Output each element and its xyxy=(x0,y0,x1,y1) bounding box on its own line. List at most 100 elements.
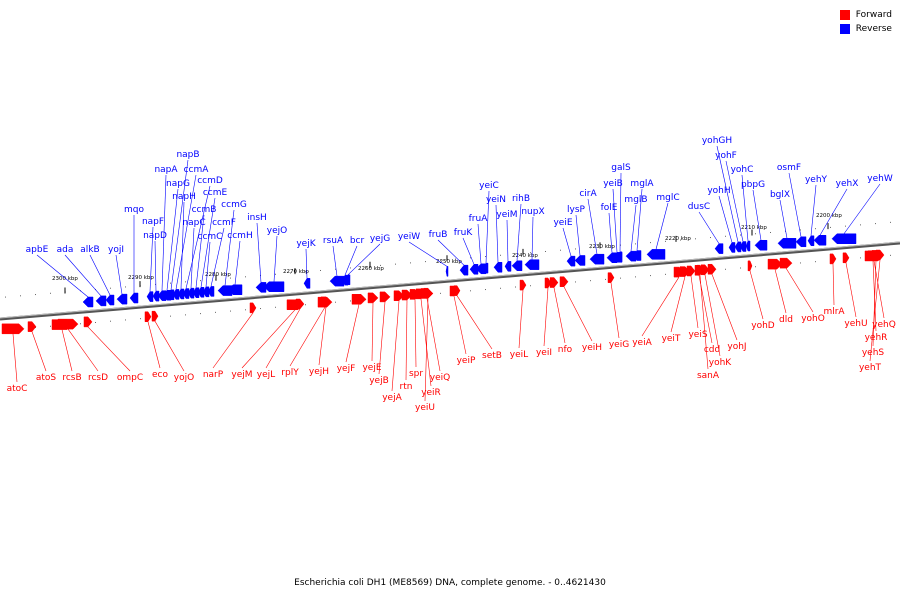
gene-leader-yejF xyxy=(345,304,360,363)
ruler-dot xyxy=(20,295,21,297)
gene-arrow-rtn xyxy=(401,289,413,301)
legend-forward: Forward xyxy=(839,8,892,22)
gene-leader-ccmG xyxy=(224,209,235,286)
gene-label-napH: napH xyxy=(172,192,196,202)
gene-label-napG: napG xyxy=(166,179,190,189)
ruler-dot xyxy=(230,277,231,279)
gene-leader-napF xyxy=(149,226,154,292)
gene-label-yehT: yehT xyxy=(859,363,882,373)
gene-arrow-ada xyxy=(95,295,107,307)
ruler-dot xyxy=(830,226,831,228)
gene-leader-yeiB xyxy=(612,188,618,253)
ruler-dot xyxy=(95,321,96,323)
gene-leader-yohC xyxy=(741,174,749,242)
gene-label-spr: spr xyxy=(409,369,423,379)
gene-label-folE: folE xyxy=(601,203,618,213)
gene-leader-narP xyxy=(212,312,254,369)
gene-arrow-yeiH xyxy=(559,276,569,287)
gene-arrow-ompC xyxy=(83,316,93,328)
gene-label-eco: eco xyxy=(152,370,168,380)
ruler-dot xyxy=(800,229,801,231)
gene-leader-yohF xyxy=(725,160,744,242)
gene-label-yejO: yejO xyxy=(267,226,287,236)
gene-arrow-ccmC xyxy=(202,286,210,298)
gene-leader-pbpG xyxy=(752,189,762,241)
gene-leader-yejB xyxy=(378,301,386,375)
gene-arrow-insH xyxy=(255,282,267,293)
gene-label-yejH: yejH xyxy=(309,367,329,377)
gene-label-yeiM: yeiM xyxy=(496,210,517,220)
ruler-dot xyxy=(275,273,276,275)
gene-leader-yejE xyxy=(371,302,374,362)
ruler-dot xyxy=(305,304,306,306)
ruler-dot xyxy=(170,282,171,284)
ruler-dot xyxy=(320,269,321,271)
gene-leader-mglC xyxy=(655,202,669,250)
ruler-dot xyxy=(350,300,351,302)
gene-arrow-yehW xyxy=(831,233,857,244)
ruler-dot xyxy=(875,223,876,225)
ruler-dot xyxy=(200,313,201,315)
gene-label-yohD: yohD xyxy=(751,321,775,331)
gene-label-rihB: rihB xyxy=(512,194,530,204)
gene-leader-napA xyxy=(161,174,167,291)
gene-leader-rsuA xyxy=(332,245,338,277)
gene-label-napD: napD xyxy=(143,231,167,241)
gene-leader-yeiQ xyxy=(426,298,441,372)
gene-label-ccmD: ccmD xyxy=(197,176,223,186)
gene-leader-yeiL xyxy=(518,290,524,349)
gene-leader-rihB xyxy=(516,203,522,261)
gene-arrow-yeiM xyxy=(504,261,512,272)
ruler-dot xyxy=(530,252,531,254)
gene-leader-yeiE xyxy=(562,227,572,257)
gene-leader-yejG xyxy=(347,243,381,275)
ruler-dot xyxy=(590,247,591,249)
ruler-dot xyxy=(515,286,516,288)
gene-leader-napB xyxy=(170,159,189,290)
gene-leader-yeiM xyxy=(506,219,509,262)
gene-arrow-dld xyxy=(767,258,783,270)
ruler-dot xyxy=(245,276,246,278)
gene-leader-ada xyxy=(64,254,102,297)
tick-label: 2230 kbp xyxy=(589,244,615,250)
gene-label-fruB: fruB xyxy=(429,230,448,240)
ruler-dot xyxy=(755,266,756,268)
gene-leader-yejL xyxy=(265,308,301,369)
gene-leader-mglB xyxy=(630,204,637,252)
tick-label: 2200 kbp xyxy=(816,213,842,219)
gene-leader-ompC xyxy=(87,326,131,372)
tick-label: 2240 kbp xyxy=(512,253,538,259)
ruler-dot xyxy=(125,286,126,288)
gene-leader-nfo xyxy=(553,287,566,344)
gene-label-atoC: atoC xyxy=(7,384,28,394)
gene-label-yehS: yehS xyxy=(862,348,885,358)
gene-arrow-yeiC xyxy=(483,262,489,274)
gene-arrow-nfo xyxy=(549,277,559,288)
gene-leader-fruA xyxy=(477,223,482,264)
gene-label-setB: setB xyxy=(482,351,502,361)
genome-backbone xyxy=(0,241,900,321)
gene-label-yeiN: yeiN xyxy=(486,195,506,205)
gene-arrow-ccmA xyxy=(172,289,180,300)
gene-leader-yohD xyxy=(749,270,764,320)
gene-label-yohF: yohF xyxy=(715,151,737,161)
ruler-dot xyxy=(335,268,336,270)
ruler-dot xyxy=(335,301,336,303)
gene-leader-mglA xyxy=(636,188,643,251)
gene-arrow-yohGH xyxy=(734,241,742,253)
gene-label-ccmG: ccmG xyxy=(221,200,247,210)
gene-label-yejM: yejM xyxy=(231,370,252,380)
gene-leader-ccmB xyxy=(195,214,205,288)
gene-arrow-rihB xyxy=(511,260,523,272)
gene-arrow-yejF xyxy=(351,294,367,305)
ruler-dot xyxy=(590,280,591,282)
gene-label-yehY: yehY xyxy=(805,175,828,185)
gene-label-napC: napC xyxy=(182,218,205,228)
gene-leader-yejK xyxy=(305,248,308,279)
ruler-dot xyxy=(740,234,741,236)
tick-label: 2210 kbp xyxy=(741,225,767,231)
gene-label-yejE: yejE xyxy=(362,363,381,373)
ruler-dot xyxy=(545,250,546,252)
tick-label: 2280 kbp xyxy=(205,272,231,278)
gene-arrow-yeiE xyxy=(566,255,576,267)
